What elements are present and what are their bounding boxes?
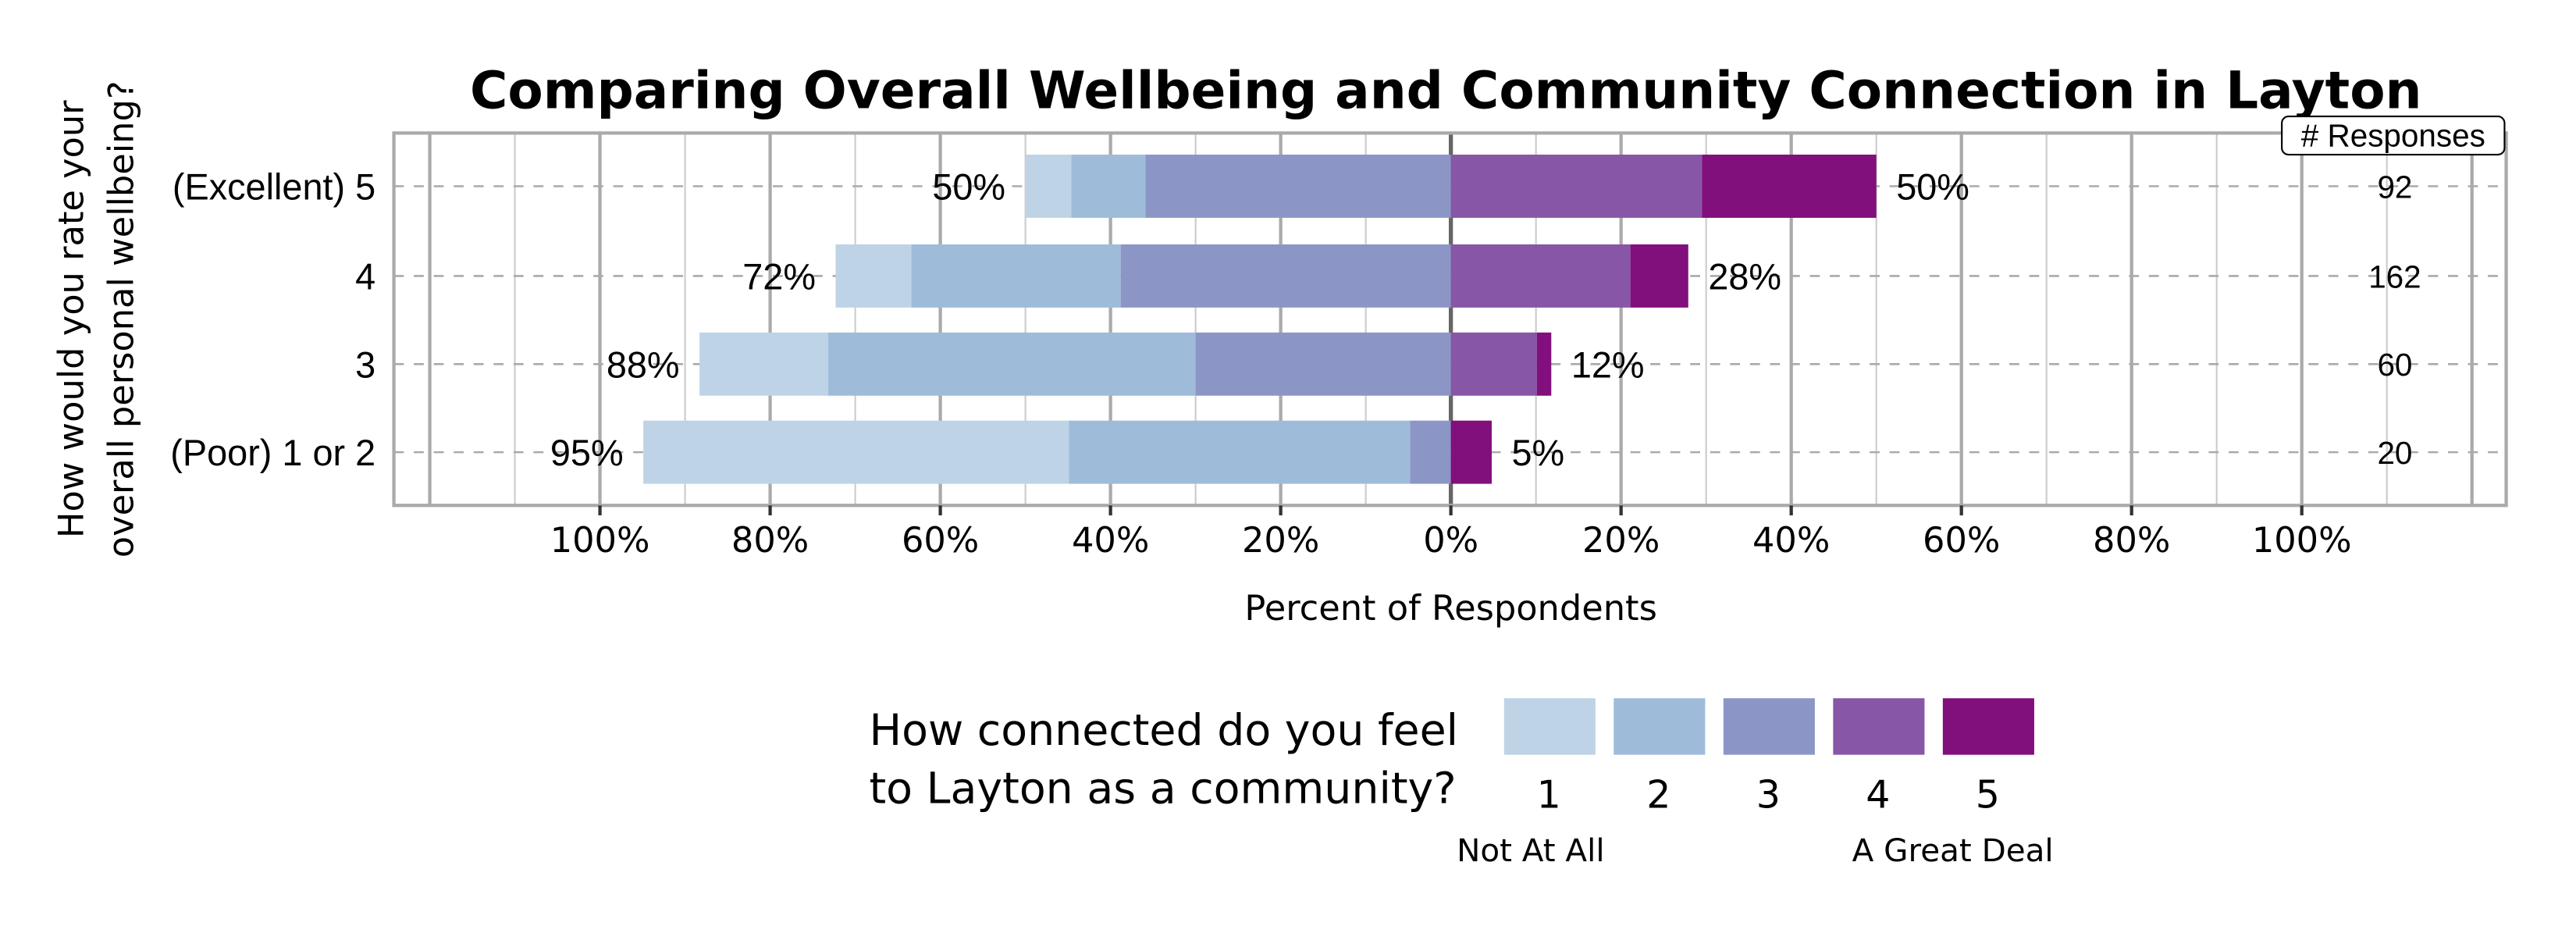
responses-header-text: # Responses [2301, 117, 2485, 153]
x-tick-labels: 100% 80% 60% 40% 20% 0% 20% 40% 60% 80% 100% [550, 505, 2352, 561]
response-count: 92 [2377, 169, 2412, 205]
category-label: (Excellent) 5 [173, 167, 375, 208]
legend-swatch-3 [1723, 698, 1815, 755]
response-count: 162 [2368, 258, 2421, 294]
right-percent-label: 5% [1512, 433, 1565, 473]
bars [643, 155, 1877, 484]
right-percent-label: 50% [1896, 167, 1969, 208]
legend-title-line-1: How connected do you feel [869, 706, 1458, 756]
category-label: 4 [355, 256, 375, 297]
category-label: 3 [355, 344, 375, 385]
legend-swatch-2 [1614, 698, 1706, 755]
response-count: 20 [2377, 435, 2412, 471]
x-tick-label: 80% [2093, 520, 2170, 561]
bar-segment-4 [1450, 332, 1537, 396]
category-label: (Poor) 1 or 2 [170, 433, 375, 473]
bar-segment-1 [699, 332, 828, 396]
legend-label: 1 [1537, 773, 1561, 818]
bar-segment-5 [1630, 244, 1688, 308]
bar-segment-5 [1702, 155, 1877, 218]
x-tick-label: 100% [550, 520, 650, 561]
bar-segment-1 [1025, 155, 1072, 218]
bar-segment-2 [1071, 155, 1146, 218]
bar-segment-3 [1145, 155, 1451, 218]
bar-segment-3 [1195, 332, 1451, 396]
left-percent-label: 50% [932, 167, 1005, 208]
bar-segment-3 [1120, 244, 1451, 308]
bar-segment-2 [827, 332, 1196, 396]
right-percent-label: 28% [1708, 256, 1781, 297]
bar-segment-2 [1069, 420, 1411, 484]
legend-swatch-1 [1503, 698, 1596, 755]
x-tick-label: 40% [1752, 520, 1830, 561]
legend-label: 4 [1866, 773, 1890, 818]
x-tick-label: 80% [731, 520, 809, 561]
bar-segment-5 [1450, 420, 1492, 484]
legend-title-line-2: to Layton as a community? [869, 764, 1456, 814]
chart-title: Comparing Overall Wellbeing and Communit… [470, 60, 2422, 120]
x-tick-label: 0% [1423, 520, 1478, 561]
y-axis-label-line-1: How would you rate your [51, 100, 91, 538]
left-percent-label: 88% [607, 344, 680, 385]
x-tick-label: 60% [902, 520, 979, 561]
legend-label: 3 [1756, 773, 1781, 818]
bar-segment-5 [1536, 332, 1552, 396]
legend-high-label: A Great Deal [1852, 832, 2054, 869]
bar-segment-4 [1450, 244, 1631, 308]
legend-low-label: Not At All [1457, 832, 1604, 869]
response-count: 60 [2377, 347, 2412, 383]
x-axis-label: Percent of Respondents [1244, 588, 1656, 629]
responses-header: # Responses [2281, 116, 2506, 156]
bar-segment-2 [911, 244, 1121, 308]
y-axis-label-line-2: overall personal wellbeing? [101, 80, 141, 558]
legend-label: 2 [1646, 773, 1670, 818]
legend-label: 5 [1976, 773, 2000, 818]
bar-segment-1 [643, 420, 1069, 484]
x-tick-label: 20% [1242, 520, 1319, 561]
x-tick-label: 20% [1582, 520, 1660, 561]
right-percent-label: 12% [1571, 344, 1645, 385]
legend: How connected do you feel to Layton as a… [869, 698, 2054, 869]
legend-swatch-5 [1942, 698, 2034, 755]
y-axis-label: How would you rate your overall personal… [51, 80, 141, 558]
bar-segment-1 [835, 244, 912, 308]
x-tick-label: 100% [2252, 520, 2352, 561]
data-labels: 50% 50% (Excellent) 5 92 72% 28% 4 162 88% 12% 3 60… [170, 167, 2421, 474]
bar-segment-4 [1450, 155, 1703, 218]
legend-swatch-4 [1833, 698, 1925, 755]
x-tick-label: 40% [1072, 520, 1149, 561]
left-percent-label: 95% [550, 433, 624, 473]
x-tick-label: 60% [1923, 520, 2000, 561]
bar-segment-3 [1410, 420, 1451, 484]
left-percent-label: 72% [742, 256, 816, 297]
